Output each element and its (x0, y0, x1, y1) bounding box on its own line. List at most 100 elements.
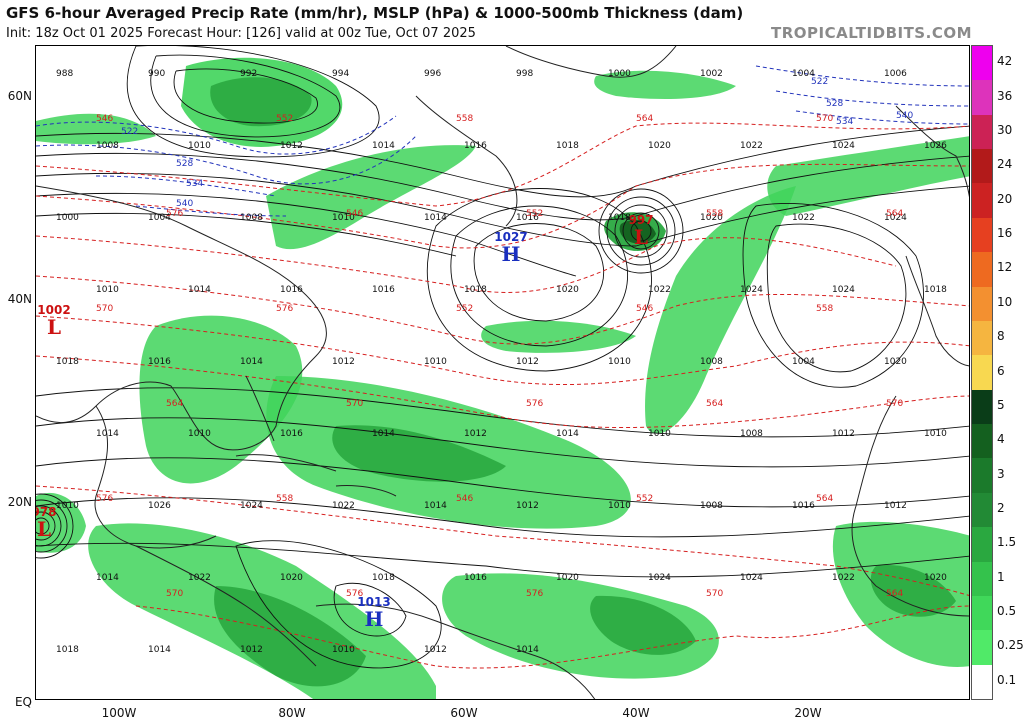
cold-thickness-label: 522 (121, 127, 138, 137)
isobar-label: 994 (332, 69, 349, 79)
isobar-label: 1016 (280, 429, 303, 439)
isobar-label: 1010 (924, 429, 947, 439)
thickness-label: 546 (346, 209, 363, 219)
thickness-label: 558 (276, 494, 293, 504)
europe-coast (895, 105, 969, 198)
lon-label-60w: 60W (450, 706, 478, 720)
thickness-label: 570 (816, 114, 833, 124)
isobar-label: 990 (148, 69, 165, 79)
isobar-line (450, 205, 628, 347)
isobar-label: 1016 (148, 357, 171, 367)
isobar-label: 992 (240, 69, 257, 79)
isobar-label: 1020 (924, 573, 947, 583)
thickness-label: 564 (886, 209, 903, 219)
colorbar-label: 24 (997, 157, 1013, 172)
colorbar-segment (972, 595, 992, 631)
isobar-label: 1018 (56, 357, 79, 367)
precip-area (619, 219, 656, 244)
isobar-label: 988 (56, 69, 73, 79)
isobar-label: 1018 (608, 213, 631, 223)
isobar-line (36, 499, 68, 553)
cold-thickness-label: 534 (186, 179, 203, 189)
thickness-label: 564 (886, 589, 903, 599)
isobar-label: 1024 (832, 141, 855, 151)
isobar-label: 1026 (924, 141, 947, 151)
isobar-label: 1022 (648, 285, 671, 295)
lat-label-eq: EQ (14, 695, 32, 709)
thickness-line (36, 235, 897, 293)
isobar-line (36, 542, 969, 578)
colorbar-label: 1.5 (997, 535, 1017, 550)
cold-thickness-label: 534 (836, 117, 853, 127)
isobar-line (173, 68, 318, 124)
isobar-line (235, 540, 442, 669)
colorbar-segment (972, 424, 992, 459)
lon-label-40w: 40W (622, 706, 650, 720)
isobar-label: 1020 (280, 573, 303, 583)
isobar-line (606, 196, 676, 266)
thickness-labels: 546 552 558 564 570 576 546 552 558 564 570 576 552 5… (96, 114, 903, 599)
isobar-line (36, 152, 969, 221)
isobar-line (36, 457, 969, 508)
isobar-label: 1004 (792, 357, 815, 367)
isobar-label: 1010 (96, 285, 119, 295)
colorbar-label: 20 (997, 191, 1013, 206)
isobar-line (36, 387, 969, 438)
isobar-label: 1012 (516, 501, 539, 511)
precip-colorbar (971, 45, 993, 700)
isobar-line (622, 212, 660, 250)
weather-map: 1002L997L978L1027H1013H 9889909929949969… (35, 45, 970, 700)
isobar-label: 1004 (148, 213, 171, 223)
colorbar-segment (972, 80, 992, 116)
thickness-label: 570 (706, 589, 723, 599)
colorbar-label: 0.5 (997, 604, 1017, 619)
isobar-line (150, 54, 341, 138)
isobar-line (598, 188, 684, 274)
isobar-line (614, 204, 668, 258)
cold-thickness-layer (36, 65, 969, 217)
isobar-label: 1004 (792, 69, 815, 79)
cold-thickness-line (95, 175, 277, 197)
colorbar-label: 42 (997, 54, 1013, 69)
colorbar-segment (972, 217, 992, 253)
isobar-label: 1020 (884, 357, 907, 367)
thickness-line (36, 315, 969, 386)
cold-thickness-label: 540 (896, 111, 913, 121)
thickness-line (135, 605, 969, 669)
colorbar-segment (972, 183, 992, 219)
isobar-label: 1014 (372, 429, 395, 439)
isobar-label: 1018 (464, 285, 487, 295)
thickness-label: 576 (526, 399, 543, 409)
colorbar-segment (972, 320, 992, 356)
precip-area (481, 320, 636, 353)
precip-area (210, 77, 312, 127)
colorbar-segment (972, 561, 992, 597)
pressure-value: 978 (36, 505, 57, 519)
colorbar-label: 36 (997, 88, 1013, 103)
high-pressure-mark: H (365, 607, 384, 631)
thickness-label: 570 (166, 589, 183, 599)
isobar-line (766, 223, 907, 373)
thickness-label: 546 (456, 494, 473, 504)
isobar-label: 1010 (188, 141, 211, 151)
isobar-line (426, 188, 652, 372)
thickness-label: 546 (636, 304, 653, 314)
colorbar-label: 10 (997, 294, 1013, 309)
thickness-label: 552 (276, 114, 293, 124)
isobar-layer (36, 46, 969, 669)
isobar-label: 1016 (280, 285, 303, 295)
thickness-label: 570 (346, 399, 363, 409)
isobar-label: 1024 (740, 285, 763, 295)
thickness-label: 558 (706, 209, 723, 219)
isobar-label: 1022 (792, 213, 815, 223)
isobar-label: 1016 (464, 141, 487, 151)
colorbar-segment (972, 355, 992, 391)
pressure-value: 997 (628, 213, 653, 227)
thickness-label: 552 (526, 209, 543, 219)
isobar-line (36, 505, 62, 547)
isobar-label: 1012 (280, 141, 303, 151)
gulf-coast (94, 405, 217, 549)
isobar-label: 1010 (188, 429, 211, 439)
isobar-line (630, 220, 652, 242)
colorbar-segment (972, 252, 992, 288)
